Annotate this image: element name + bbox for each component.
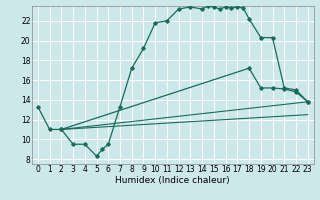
X-axis label: Humidex (Indice chaleur): Humidex (Indice chaleur) bbox=[116, 176, 230, 185]
